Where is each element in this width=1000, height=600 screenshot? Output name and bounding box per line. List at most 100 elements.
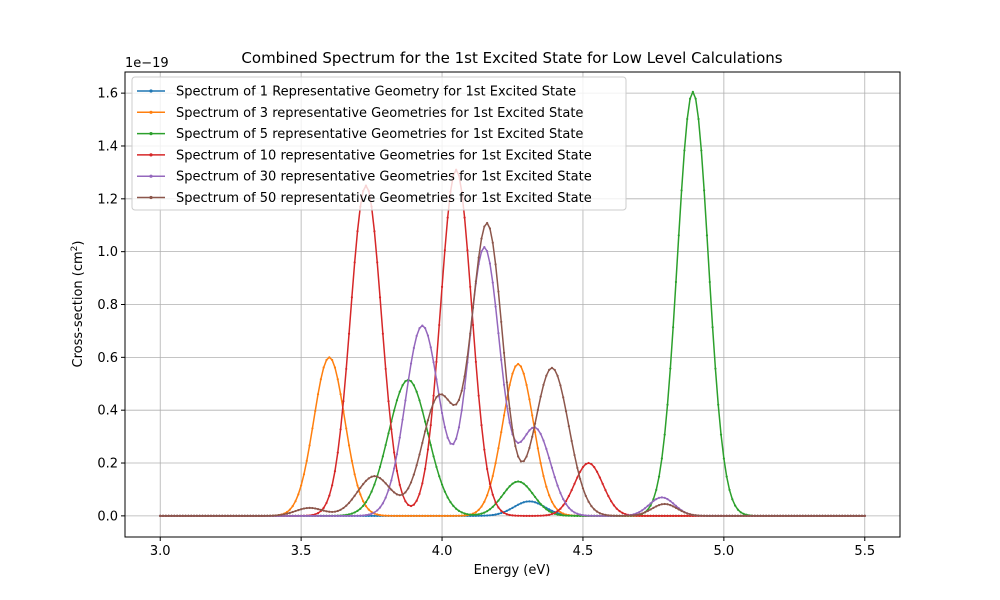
data-point — [285, 514, 289, 517]
data-point — [722, 514, 725, 517]
data-point — [407, 503, 410, 507]
data-point — [407, 487, 410, 490]
data-point — [714, 514, 717, 517]
data-point — [511, 506, 514, 509]
data-point — [663, 496, 666, 499]
data-point — [483, 245, 486, 249]
legend-label: Spectrum of 50 representative Geometries… — [176, 191, 592, 206]
data-point — [221, 514, 224, 517]
data-point — [370, 514, 373, 517]
data-point — [415, 514, 418, 517]
data-point — [604, 489, 607, 492]
data-point — [536, 514, 539, 517]
legend-label: Spectrum of 5 representative Geometries … — [176, 127, 583, 142]
data-point — [793, 514, 796, 517]
data-point — [711, 514, 714, 517]
data-point — [635, 513, 638, 516]
data-point — [345, 514, 348, 517]
data-point — [209, 514, 213, 517]
data-point — [590, 462, 593, 466]
data-point — [347, 514, 351, 517]
data-point — [641, 509, 644, 512]
data-point — [725, 475, 728, 478]
data-point — [511, 482, 514, 485]
data-point — [660, 503, 663, 506]
data-point — [333, 366, 337, 369]
data-point — [539, 502, 542, 506]
data-point — [486, 514, 489, 517]
data-point — [584, 514, 587, 517]
data-point — [438, 393, 441, 396]
data-point — [553, 511, 556, 514]
data-point — [283, 513, 286, 516]
data-point — [362, 500, 365, 503]
data-point — [446, 496, 449, 499]
data-point — [522, 437, 525, 440]
data-point — [528, 398, 531, 401]
data-point — [556, 484, 559, 487]
data-point — [345, 504, 348, 507]
data-point — [342, 506, 345, 510]
data-point — [612, 504, 616, 507]
data-point — [350, 514, 353, 517]
data-point — [421, 324, 424, 327]
data-point — [409, 514, 413, 517]
data-point — [810, 514, 813, 517]
data-point — [319, 378, 322, 381]
data-point — [418, 514, 421, 517]
data-point — [525, 455, 528, 458]
data-point — [511, 514, 514, 517]
data-point — [322, 506, 325, 509]
data-point — [328, 494, 331, 497]
data-point — [401, 418, 404, 421]
data-point — [432, 514, 435, 517]
data-point — [491, 241, 494, 244]
data-point — [398, 436, 401, 439]
data-point — [742, 512, 745, 515]
data-point — [773, 514, 776, 517]
data-point — [719, 433, 723, 436]
data-point — [398, 483, 401, 486]
legend-label: Spectrum of 1 Representative Geometry fo… — [176, 85, 576, 100]
data-point — [508, 508, 511, 511]
data-point — [539, 395, 542, 398]
data-point — [734, 514, 737, 517]
data-point — [756, 514, 759, 517]
data-point — [387, 489, 390, 492]
data-point — [316, 507, 320, 511]
data-point — [331, 484, 334, 487]
data-point — [548, 457, 551, 460]
data-point — [567, 425, 570, 428]
data-point — [184, 514, 187, 517]
data-point — [328, 514, 331, 517]
data-point — [370, 475, 373, 478]
data-point — [474, 280, 477, 283]
data-point — [824, 514, 827, 517]
data-point — [562, 512, 565, 515]
data-point — [308, 506, 311, 510]
data-point — [393, 451, 396, 454]
data-point — [573, 453, 576, 457]
data-point — [192, 514, 196, 517]
data-point — [559, 507, 562, 510]
data-point — [550, 466, 554, 469]
data-point — [353, 473, 356, 476]
data-point — [494, 305, 497, 308]
data-point — [483, 514, 486, 517]
data-point — [322, 509, 325, 512]
data-point — [356, 484, 359, 487]
data-point — [378, 514, 382, 517]
data-point — [525, 500, 528, 503]
data-point — [660, 457, 663, 460]
data-point — [629, 514, 632, 517]
data-point — [300, 484, 303, 487]
series-6 — [159, 221, 866, 517]
data-point — [508, 513, 511, 517]
data-point — [412, 346, 415, 350]
data-point — [429, 443, 432, 447]
data-point — [412, 514, 415, 517]
data-point — [432, 394, 435, 397]
data-point — [759, 514, 762, 517]
data-point — [393, 491, 396, 494]
data-point — [508, 421, 511, 424]
